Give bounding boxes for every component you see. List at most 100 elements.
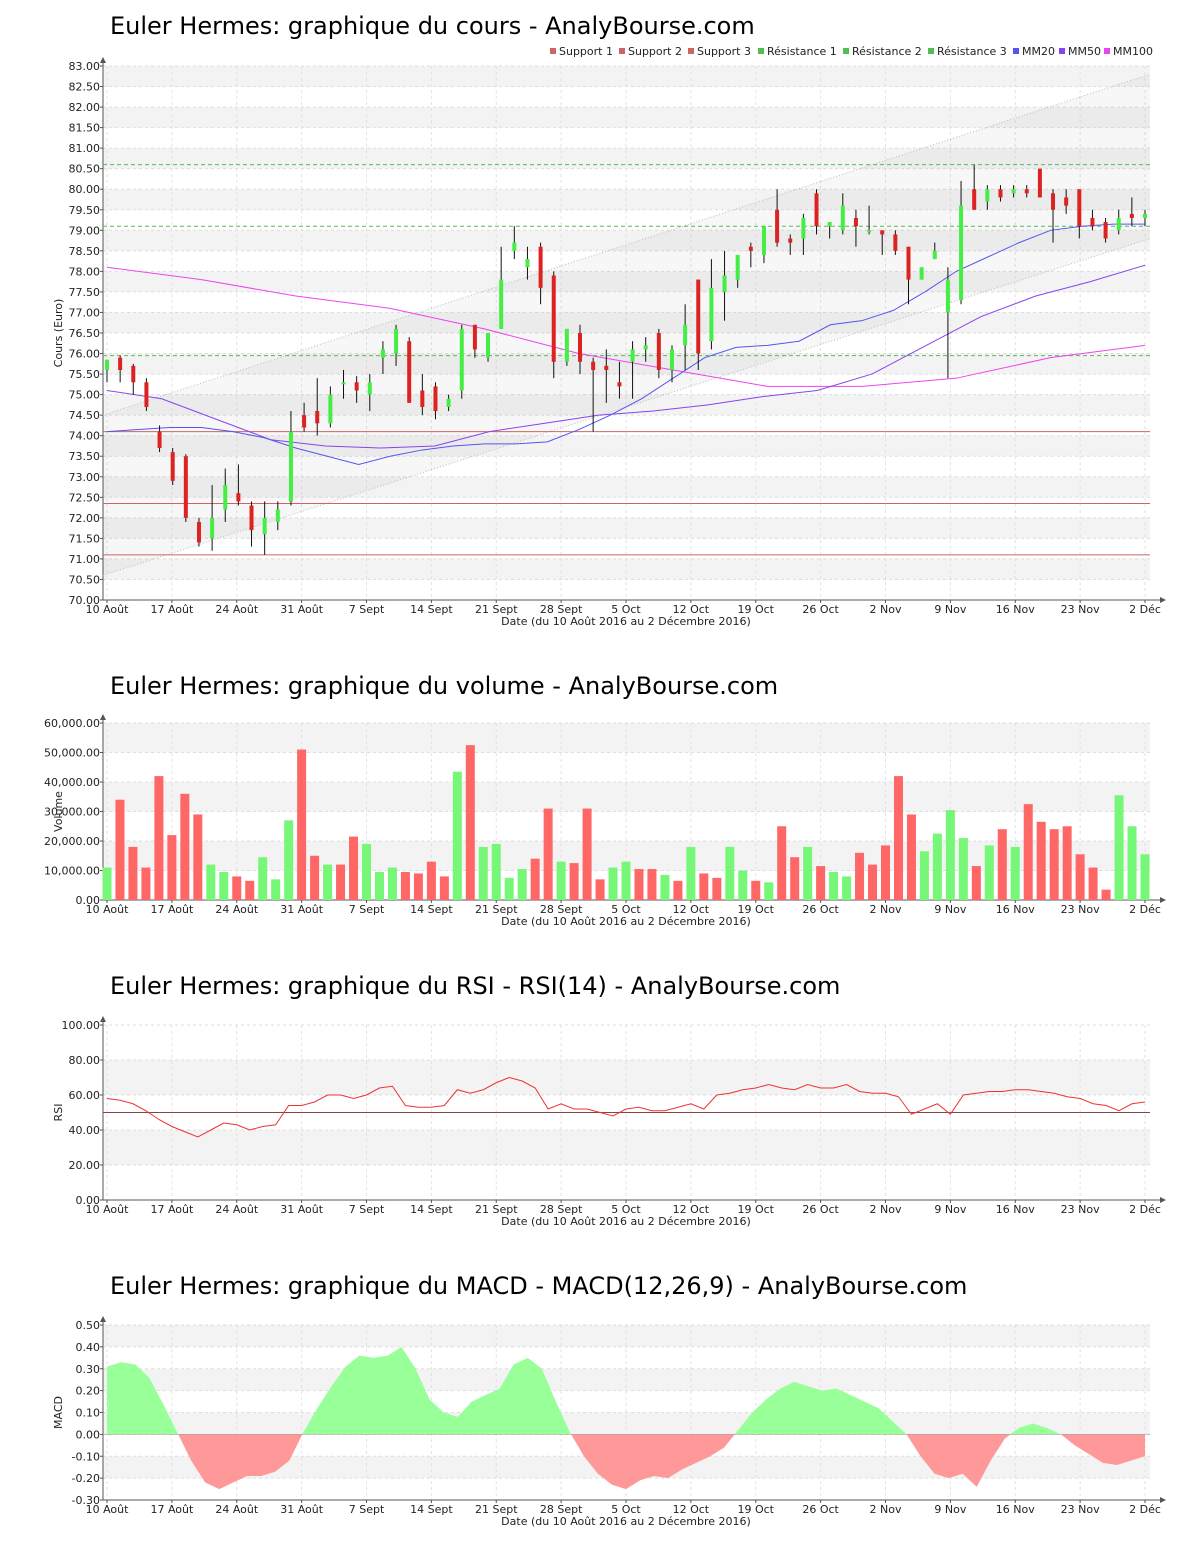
x-tick-label: 21 Sept: [475, 1203, 518, 1216]
y-tick-label: 0.00: [76, 1194, 101, 1207]
x-tick-label: 26 Oct: [802, 1203, 839, 1216]
y-tick-label: 71.00: [69, 553, 101, 566]
volume-bar: [881, 845, 890, 900]
x-tick-label: 28 Sept: [540, 603, 583, 616]
legend-swatch: [550, 48, 556, 54]
x-tick-label: 2 Nov: [870, 903, 902, 916]
x-tick-label: 31 Août: [280, 903, 324, 916]
volume-bar: [1075, 854, 1085, 900]
x-tick-label: 24 Août: [215, 1503, 259, 1516]
candle-body: [223, 484, 228, 510]
candle-body: [486, 333, 491, 358]
y-tick-label: -0.30: [72, 1494, 100, 1507]
x-axis-arrow: [1160, 897, 1166, 903]
x-tick-label: 7 Sept: [349, 1503, 385, 1516]
volume-bar: [115, 799, 125, 900]
volume-bar: [426, 861, 436, 900]
volume-bar: [517, 869, 527, 900]
x-tick-label: 26 Oct: [802, 903, 839, 916]
volume-chart: 60,000.00 50,000.00 40,000.00 30,000.00 20,0…: [44, 714, 1166, 928]
volume-bar: [673, 880, 683, 900]
x-axis-label: Date (du 10 Août 2016 au 2 Décembre 2016…: [501, 1215, 751, 1228]
volume-bar: [1049, 829, 1059, 900]
y-tick-label: 74.50: [69, 409, 101, 422]
y-tick-label: 60,000.00: [44, 717, 100, 730]
x-tick-label: 5 Oct: [611, 903, 641, 916]
grid-band: [103, 312, 1150, 333]
candle-body: [1129, 213, 1134, 218]
candle-body: [578, 333, 583, 362]
volume-bar: [1088, 867, 1098, 900]
volume-bar: [842, 876, 852, 900]
channel-upper-line: [102, 73, 1151, 416]
x-tick-label: 5 Oct: [611, 1503, 641, 1516]
x-axis-arrow: [1160, 1197, 1166, 1203]
y-tick-label: 40,000.00: [44, 776, 100, 789]
volume-bar: [582, 808, 592, 900]
candle-body: [302, 415, 307, 428]
candle-body: [853, 217, 858, 227]
candle-body: [1143, 213, 1147, 218]
volume-bar: [595, 879, 605, 900]
macd-negative-area: [107, 1434, 1145, 1490]
y-tick-label: 75.00: [69, 389, 101, 402]
volume-bar: [932, 833, 942, 900]
legend-entry: Support 2: [628, 45, 682, 58]
candle-body: [118, 357, 123, 370]
x-tick-label: 9 Nov: [934, 1503, 966, 1516]
candle-body: [196, 521, 201, 543]
candle-body: [210, 517, 215, 539]
legend-entry: MM100: [1113, 45, 1153, 58]
y-tick-label: 70.00: [69, 594, 101, 607]
candle-body: [249, 505, 254, 531]
y-tick-label: 73.00: [69, 471, 101, 484]
x-tick-label: 23 Nov: [1061, 1503, 1100, 1516]
x-tick-label: 10 Août: [86, 603, 130, 616]
candle-body: [538, 246, 543, 288]
x-tick-label: 2 Nov: [870, 1503, 902, 1516]
x-tick-label: 5 Oct: [611, 603, 641, 616]
candle-body: [236, 493, 241, 502]
candle-body: [761, 226, 766, 255]
candle-body: [722, 275, 727, 292]
mm20-line: [106, 223, 1145, 465]
candle-body: [630, 349, 635, 362]
candle-body: [1103, 222, 1108, 239]
y-tick-label: 81.00: [69, 142, 101, 155]
y-tick-label: 0.00: [76, 894, 101, 907]
candle-body: [446, 398, 451, 407]
volume-bar: [1114, 795, 1124, 900]
legend-entry: MM20: [1022, 45, 1055, 58]
volume-bar: [362, 843, 371, 900]
y-tick-label: 0.20: [76, 1385, 101, 1398]
x-tick-label: 7 Sept: [349, 903, 385, 916]
y-tick-label: 72.50: [69, 491, 101, 504]
x-tick-label: 14 Sept: [410, 1203, 453, 1216]
y-tick-label: 82.00: [69, 101, 101, 114]
candle-body: [551, 275, 556, 362]
candle-body: [775, 209, 780, 243]
volume-bar: [958, 838, 968, 900]
candle-body: [919, 267, 924, 280]
macd-positive-area: [107, 1346, 1145, 1435]
y-tick-label: 100.00: [62, 1019, 101, 1032]
y-tick-label: 10,000.00: [44, 865, 100, 878]
legend-swatch: [928, 48, 934, 54]
volume-bar: [193, 814, 203, 900]
candle-body: [696, 279, 701, 354]
y-tick-label: 74.00: [69, 430, 101, 443]
x-tick-label: 19 Oct: [737, 1503, 774, 1516]
y-axis-arrow: [100, 1316, 106, 1322]
volume-bar: [829, 871, 839, 900]
x-tick-label: 2 Nov: [870, 603, 902, 616]
y-tick-label: 83.00: [69, 60, 101, 73]
volume-bar: [1101, 889, 1111, 900]
x-tick-label: 23 Nov: [1061, 903, 1100, 916]
candle-body: [328, 394, 333, 424]
volume-bar: [206, 864, 216, 900]
y-tick-label: 60.00: [69, 1089, 101, 1102]
x-tick-label: 14 Sept: [410, 903, 453, 916]
legend-swatch: [758, 48, 764, 54]
y-tick-label: 75.50: [69, 368, 101, 381]
price-panel: Euler Hermes: graphique du cours - Analy…: [0, 0, 1200, 640]
